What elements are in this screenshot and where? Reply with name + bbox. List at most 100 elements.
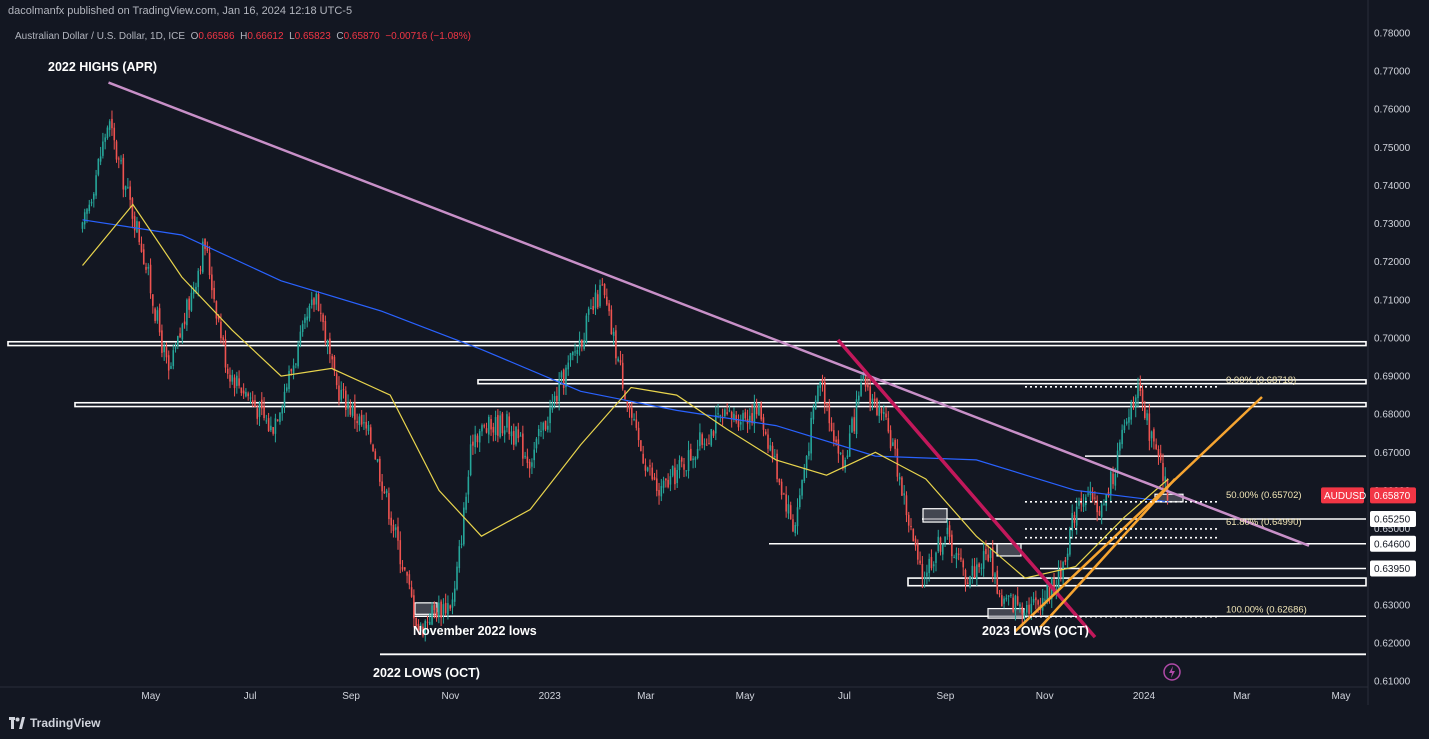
candle-body (115, 141, 118, 160)
candle-body (1094, 497, 1096, 499)
candle-body (714, 415, 717, 434)
candle-body (755, 404, 758, 415)
y-tick-label: 0.67000 (1374, 448, 1411, 459)
candle-body (778, 478, 781, 483)
candle-body (458, 546, 461, 569)
candle-body (124, 186, 127, 190)
y-tick-label: 0.63000 (1374, 600, 1411, 611)
candle-body (871, 398, 874, 404)
candle-body (410, 587, 413, 597)
candle-body (1137, 385, 1139, 399)
candle-body (676, 469, 679, 484)
candle-body (211, 274, 213, 291)
candle-body (1030, 603, 1033, 613)
candle-body (867, 384, 869, 388)
candle-body (837, 439, 840, 454)
candle-body (233, 377, 236, 389)
candle-body (1103, 503, 1105, 505)
candle-body (120, 160, 122, 162)
candle-body (576, 350, 579, 355)
candle-body (463, 507, 465, 545)
support-zone-0.636 (907, 577, 1367, 587)
candle-body (994, 573, 996, 578)
news-lightning-icon (1163, 663, 1181, 681)
high-label: H (240, 31, 248, 42)
candle-body (1032, 598, 1035, 603)
candle-body (858, 395, 860, 401)
candle-body (558, 379, 560, 402)
candle-body (665, 478, 667, 481)
candle-body (415, 617, 417, 626)
tradingview-footer[interactable]: TradingView (9, 716, 100, 730)
candle-body (224, 339, 227, 368)
candle-body (104, 137, 106, 142)
y-tick-label: 0.75000 (1374, 143, 1411, 154)
candle-body (1128, 417, 1130, 423)
low-value: 0.65823 (294, 31, 331, 42)
candle-body (926, 572, 928, 577)
candle-body (111, 118, 113, 129)
candle-body (422, 626, 424, 636)
candle-body (526, 456, 529, 463)
candle-body (133, 216, 136, 231)
candle-body (817, 385, 819, 402)
candle-body (726, 412, 728, 414)
candle-body (603, 283, 606, 296)
candle-body (335, 373, 338, 386)
candle-body (923, 577, 926, 580)
candle-body (769, 445, 772, 451)
candle-body (469, 444, 472, 476)
fib-level-label: 61.80% (0.64990) (1226, 517, 1302, 528)
annotation-november-2022-lows: November 2022 lows (413, 624, 537, 638)
y-tick-label: 0.68000 (1374, 410, 1411, 421)
candle-body (290, 369, 293, 372)
candle-body (435, 612, 438, 619)
candle-body (828, 404, 831, 424)
candle-body (254, 400, 256, 407)
candle-body (642, 453, 644, 464)
candle-body (340, 389, 343, 400)
candle-body (590, 307, 592, 309)
candle-body (517, 429, 520, 439)
candle-body (528, 461, 531, 469)
candle-body (951, 534, 953, 557)
candle-body (1155, 444, 1157, 450)
x-tick-label: Sep (342, 691, 360, 702)
candle-body (299, 331, 302, 345)
candle-body (935, 552, 937, 563)
candle-body (322, 314, 324, 323)
candle-body (306, 316, 308, 321)
candle-body (519, 435, 522, 437)
candle-body (310, 299, 313, 306)
low-label: L (289, 31, 295, 42)
candle-body (844, 459, 846, 469)
candle-body (742, 413, 744, 422)
candle-body (1062, 562, 1064, 579)
candle-body (1100, 504, 1103, 517)
candle-body (560, 372, 563, 378)
candle-body (272, 427, 274, 434)
candle-body (549, 407, 551, 424)
candle-body (1064, 559, 1067, 563)
candle-body (628, 404, 631, 410)
candle-body (982, 551, 985, 569)
annotation-2023-lows: 2023 LOWS (OCT) (982, 624, 1089, 638)
candle-body (889, 430, 892, 449)
candle-body (354, 403, 356, 420)
candle-body (392, 524, 395, 531)
candle-body (917, 544, 919, 560)
candle-body (966, 582, 969, 584)
candle-body (880, 408, 883, 414)
candle-body (333, 356, 336, 372)
candle-body (941, 544, 944, 555)
candle-body (819, 381, 822, 388)
candle-body (969, 576, 971, 587)
candle-body (404, 567, 406, 570)
candle-body (542, 422, 545, 431)
candle-body (1125, 421, 1128, 424)
symbol-info: Australian Dollar / U.S. Dollar, 1D, ICE… (15, 31, 471, 42)
candle-body (1037, 600, 1039, 605)
candle-body (692, 458, 694, 461)
candle-body (842, 455, 844, 469)
